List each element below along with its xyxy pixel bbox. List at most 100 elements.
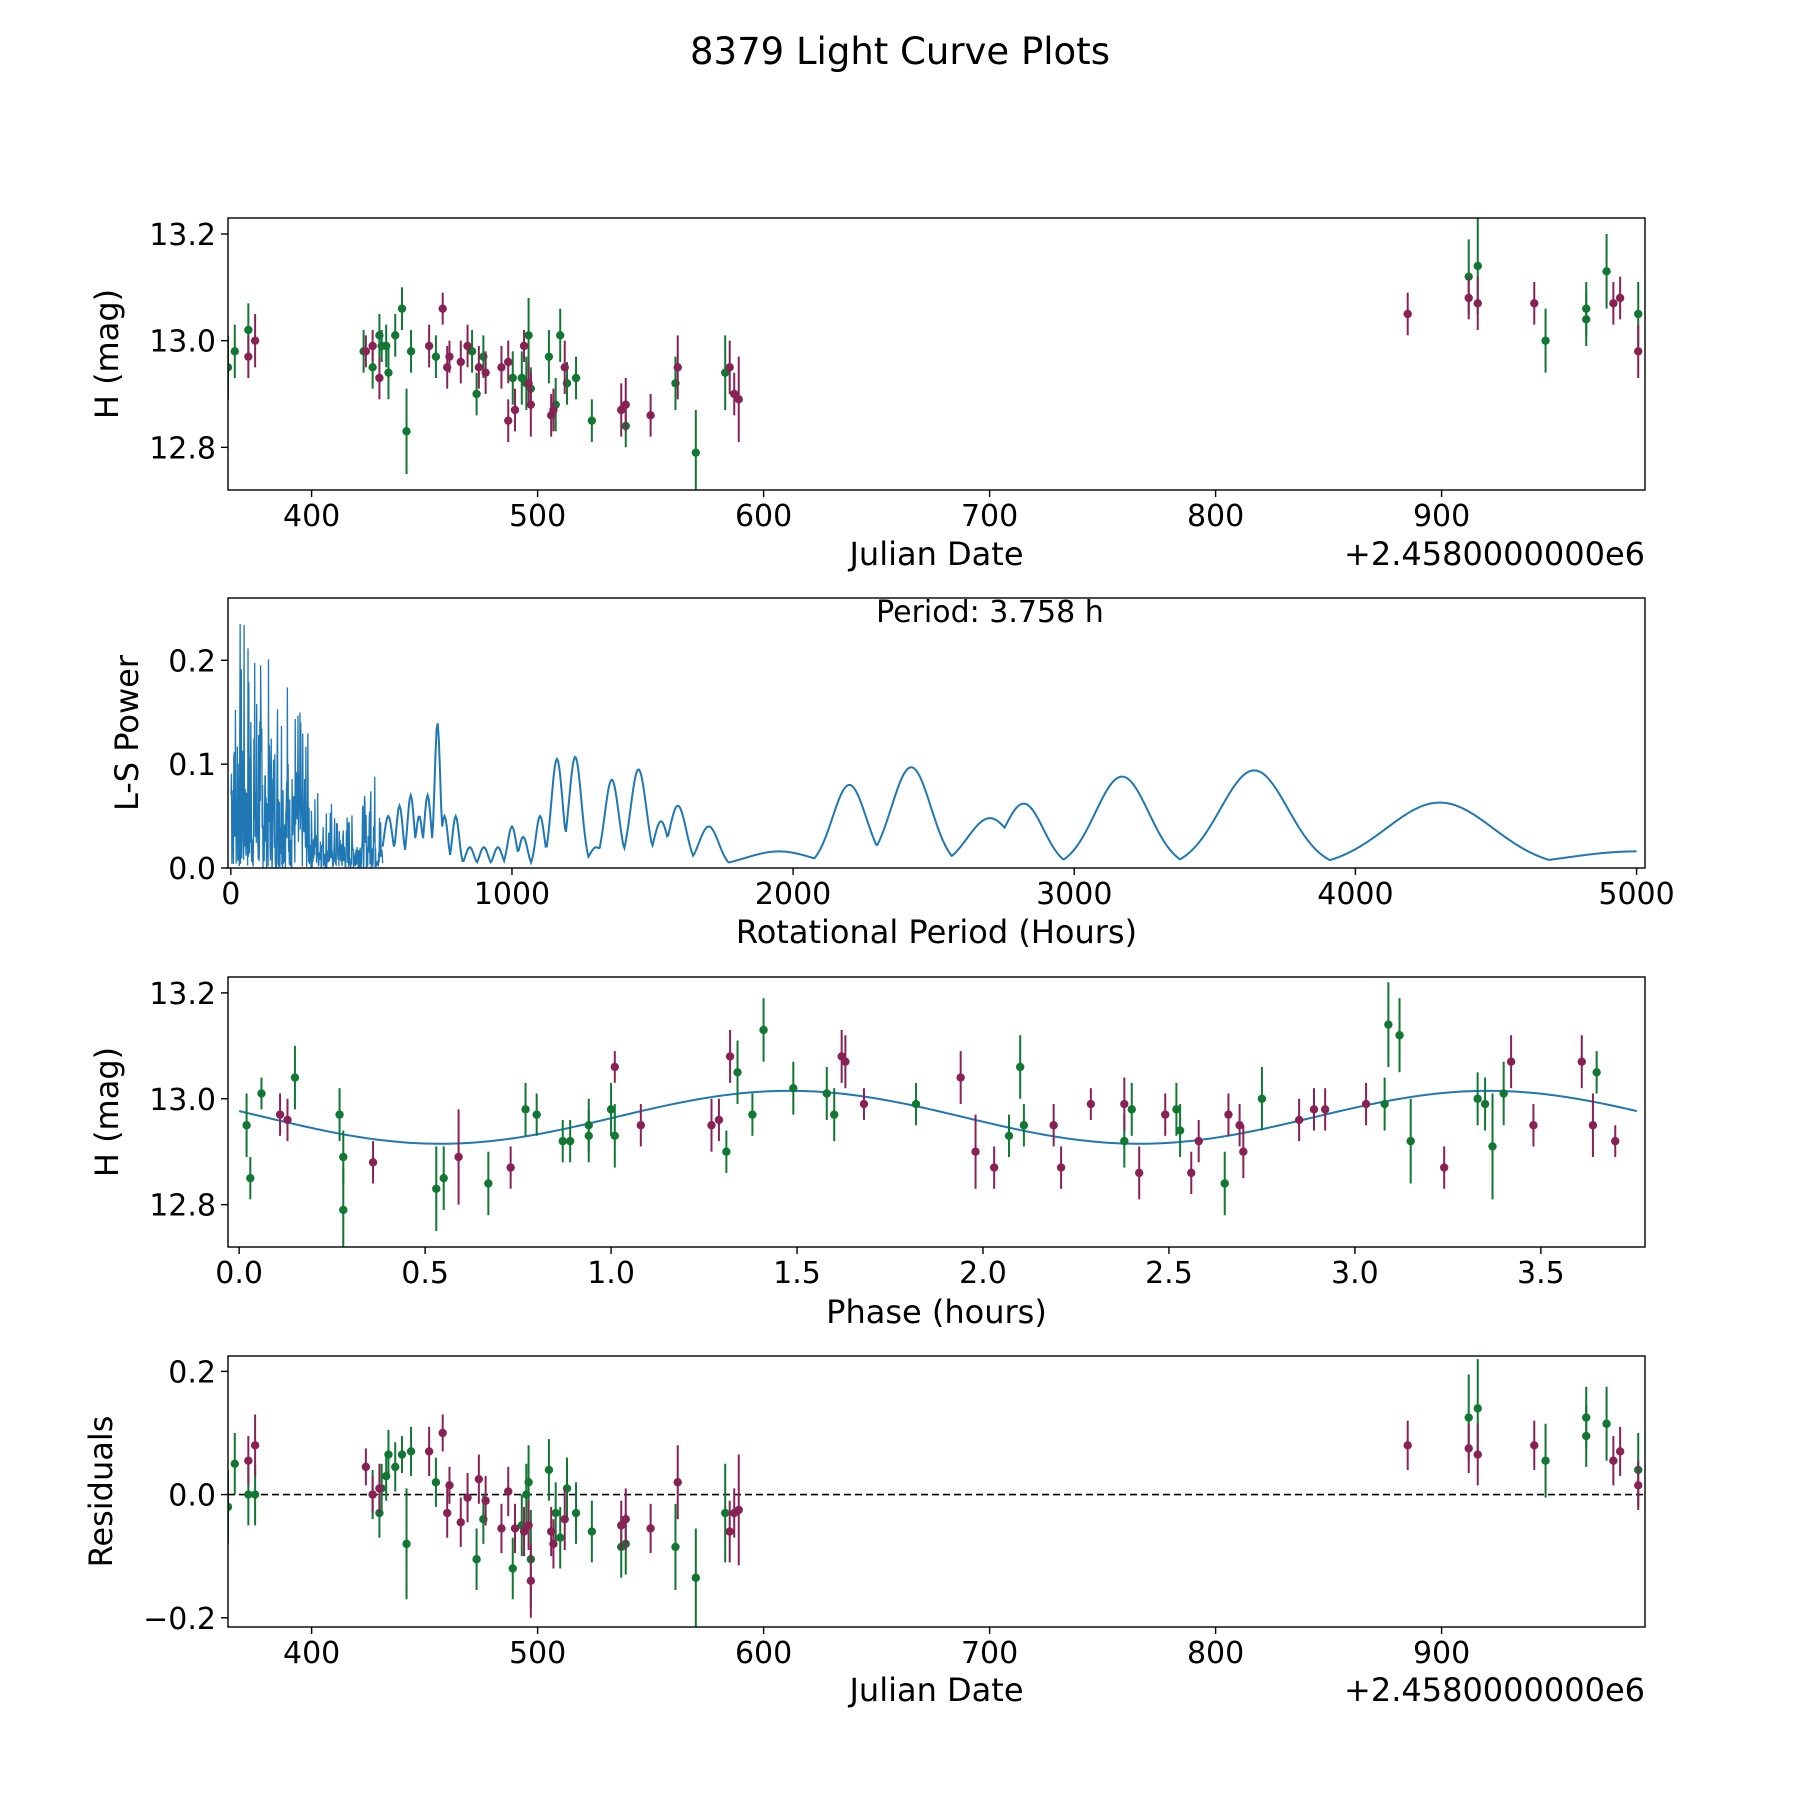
data-point: [384, 368, 393, 377]
y-tick-label: 13.2: [149, 218, 216, 253]
data-point: [1464, 293, 1473, 303]
data-point: [1120, 1136, 1129, 1146]
x-tick-label: 900: [1413, 499, 1470, 534]
y-axis-label: H (mag): [88, 1047, 126, 1177]
data-point: [1488, 1142, 1497, 1151]
data-point: [230, 1459, 239, 1468]
x-tick-label: 600: [735, 499, 792, 534]
data-point: [551, 1508, 560, 1518]
y-axis-label: H (mag): [88, 289, 126, 419]
data-point: [1530, 299, 1539, 308]
data-point: [584, 1131, 593, 1141]
data-point: [1380, 1099, 1389, 1109]
x-tick-label: 600: [735, 1636, 792, 1671]
data-point: [384, 1450, 393, 1459]
data-point: [1634, 1481, 1643, 1490]
data-point: [621, 1515, 630, 1524]
data-point: [1309, 1105, 1319, 1114]
data-point: [283, 1115, 292, 1125]
data-point: [406, 1447, 416, 1456]
plot-area: [228, 1359, 1645, 1627]
plot-area: [230, 624, 1637, 868]
y-tick-label: 0.2: [168, 1355, 216, 1390]
data-point: [830, 1110, 839, 1119]
data-point: [524, 331, 533, 340]
axes-frame: [227, 217, 1646, 491]
data-point: [544, 1465, 554, 1475]
y-axis-label: Residuals: [82, 1416, 120, 1568]
data-point: [558, 1136, 567, 1146]
series-green: [228, 218, 1643, 490]
data-point: [445, 352, 454, 361]
data-point: [472, 1555, 481, 1564]
data-point: [617, 1521, 626, 1530]
panel-periodogram: Period: 3.758 h 0 1000 2000 3000 4000 5000 0.0 0…: [108, 595, 1675, 951]
data-point: [481, 1496, 490, 1505]
data-point: [431, 1478, 441, 1487]
data-point: [472, 389, 481, 399]
data-point: [397, 304, 407, 313]
x-tick-label: 500: [509, 499, 566, 534]
data-point: [463, 1493, 472, 1502]
data-point: [1175, 1126, 1185, 1135]
x-axis-label: Julian Date: [847, 535, 1023, 573]
data-point: [1592, 1068, 1601, 1077]
data-point: [673, 363, 682, 372]
data-point: [1480, 1099, 1490, 1109]
data-point: [339, 1205, 348, 1215]
data-point: [1615, 1447, 1625, 1456]
data-point: [606, 1105, 616, 1114]
data-point: [1172, 1105, 1181, 1114]
data-point: [519, 1527, 529, 1536]
x-tick-label: 800: [1187, 1636, 1244, 1671]
x-offset-label: +2.4580000000e6: [1344, 1671, 1645, 1709]
data-point: [1609, 299, 1618, 308]
data-point: [257, 1089, 266, 1098]
data-point: [1239, 1147, 1248, 1156]
data-point: [1049, 1121, 1058, 1130]
data-point: [841, 1057, 850, 1066]
data-point: [1582, 1431, 1591, 1441]
x-tick-label: 400: [283, 1636, 340, 1671]
data-point: [1015, 1062, 1025, 1072]
y-tick-label: 0.2: [168, 644, 216, 679]
data-point: [673, 1478, 682, 1487]
data-point: [391, 1462, 400, 1472]
x-axis-label: Phase (hours): [826, 1293, 1047, 1331]
x-tick-label: 800: [1187, 499, 1244, 534]
data-point: [556, 1533, 565, 1542]
x-tick-label: 0: [221, 877, 240, 912]
data-point: [1320, 1105, 1330, 1114]
data-point: [526, 400, 536, 409]
data-point: [1294, 1115, 1304, 1125]
data-point: [497, 1524, 506, 1533]
data-point: [748, 1110, 757, 1119]
data-point: [361, 347, 371, 356]
data-point: [361, 1462, 371, 1472]
ls-power-noise-line: [230, 624, 384, 868]
data-point: [733, 1068, 742, 1077]
data-point: [544, 352, 554, 361]
data-point: [610, 1131, 619, 1141]
data-point: [1499, 1089, 1508, 1098]
data-point: [230, 347, 239, 356]
data-point: [560, 1515, 569, 1524]
data-point: [1120, 1099, 1129, 1109]
data-point: [1224, 1110, 1233, 1119]
data-point: [335, 1110, 344, 1119]
data-point: [646, 1524, 655, 1533]
x-tick-label: 0.0: [215, 1256, 263, 1291]
x-tick-label: 1.0: [587, 1256, 635, 1291]
data-point: [549, 405, 558, 415]
data-point: [375, 1484, 384, 1493]
data-point: [504, 1487, 513, 1496]
data-point: [1235, 1121, 1244, 1130]
data-point: [275, 1110, 285, 1119]
x-offset-label: +2.4580000000e6: [1344, 535, 1645, 573]
y-tick-label: −0.2: [143, 1602, 216, 1637]
x-tick-label: 2.5: [1145, 1256, 1193, 1291]
data-point: [789, 1083, 798, 1093]
data-point: [438, 1428, 447, 1438]
y-tick-label: 0.1: [168, 748, 216, 783]
data-point: [1473, 1450, 1482, 1459]
